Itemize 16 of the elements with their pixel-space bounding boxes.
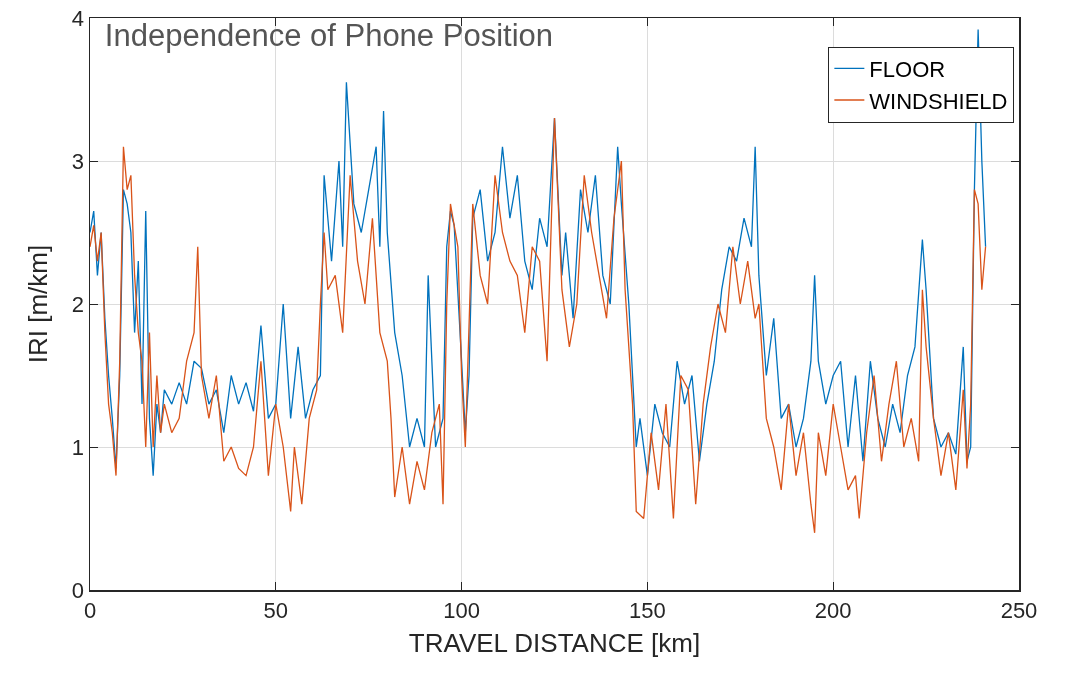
y-tick-label: 1 <box>71 434 85 460</box>
chart-title: Independence of Phone Position <box>104 17 553 53</box>
x-tick-label: 100 <box>443 597 480 623</box>
x-axis-title: TRAVEL DISTANCE [km] <box>408 628 701 659</box>
y-tick-label: 3 <box>71 148 85 174</box>
y-tick-label: 2 <box>71 291 85 317</box>
x-tick-label: 200 <box>814 597 852 623</box>
y-tick-label: 4 <box>71 5 85 31</box>
y-tick-label: 0 <box>71 577 85 603</box>
line-series <box>90 117 987 534</box>
x-tick-label: 50 <box>263 597 289 623</box>
y-axis-title: IRI [m/km] <box>23 244 54 364</box>
legend-label: WINDSHIELD <box>869 88 1008 114</box>
legend-label: FLOOR <box>869 56 946 82</box>
x-tick-label: 150 <box>629 597 666 623</box>
x-tick-label: 250 <box>1000 597 1038 623</box>
